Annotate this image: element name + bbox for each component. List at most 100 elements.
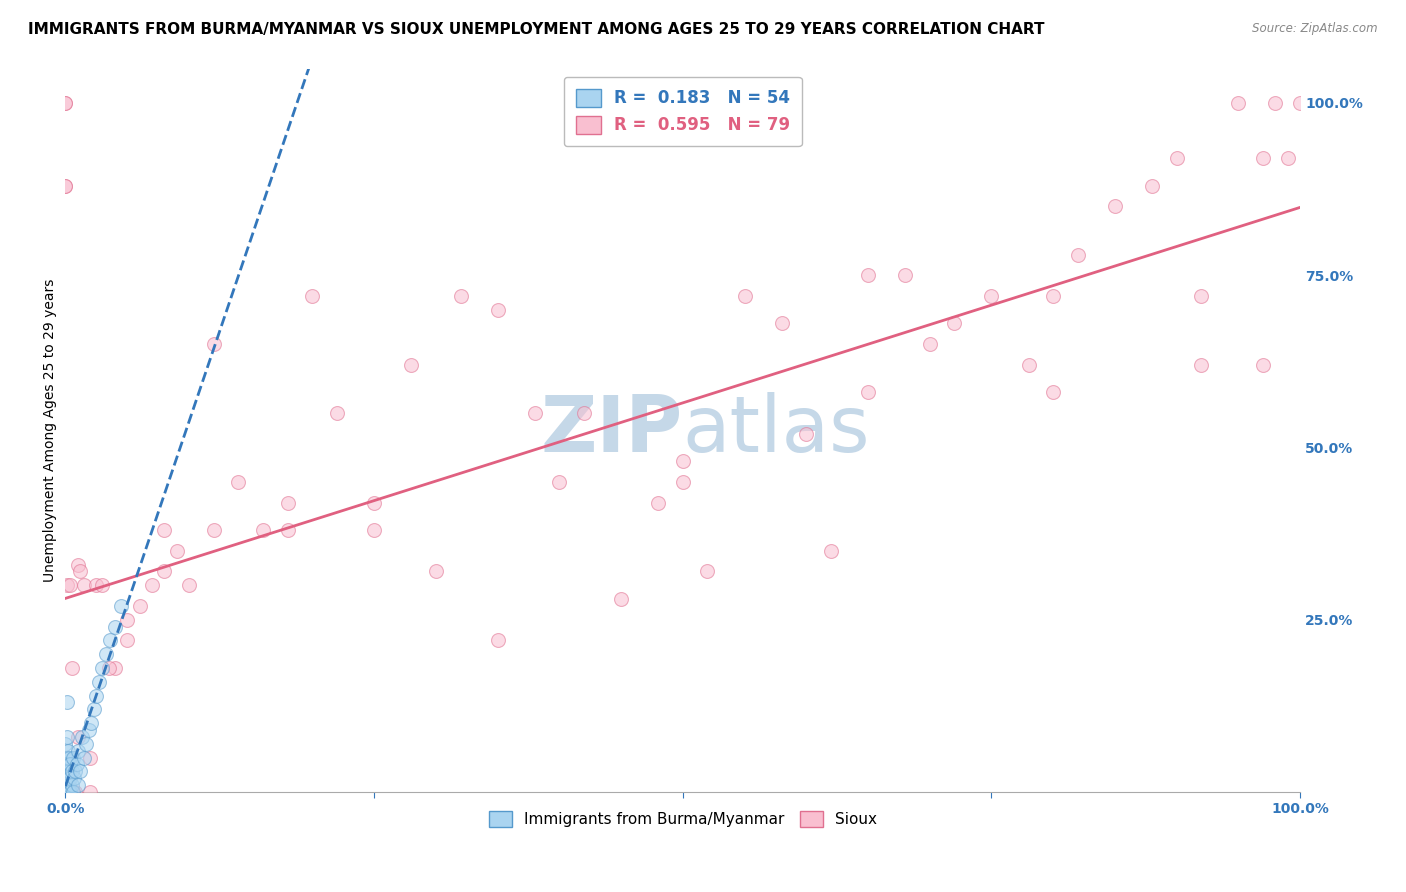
Point	[1251, 151, 1274, 165]
Point	[55, 785, 77, 799]
Point	[59, 785, 82, 799]
Point	[77, 723, 100, 737]
Point	[1189, 358, 1212, 372]
Point	[770, 317, 793, 331]
Point	[56, 785, 79, 799]
Point	[55, 737, 77, 751]
Text: Source: ZipAtlas.com: Source: ZipAtlas.com	[1253, 22, 1378, 36]
Point	[62, 750, 84, 764]
Point	[820, 544, 842, 558]
Point	[75, 737, 97, 751]
Point	[55, 785, 77, 799]
Point	[647, 495, 669, 509]
Point	[55, 771, 77, 785]
Point	[980, 289, 1002, 303]
Point	[55, 750, 77, 764]
Point	[58, 750, 80, 764]
Text: IMMIGRANTS FROM BURMA/MYANMAR VS SIOUX UNEMPLOYMENT AMONG AGES 25 TO 29 YEARS CO: IMMIGRANTS FROM BURMA/MYANMAR VS SIOUX U…	[28, 22, 1045, 37]
Point	[104, 619, 127, 633]
Point	[96, 647, 118, 661]
Point	[1189, 289, 1212, 303]
Point	[450, 289, 472, 303]
Point	[55, 785, 77, 799]
Point	[86, 578, 108, 592]
Point	[65, 757, 87, 772]
Point	[65, 764, 87, 779]
Point	[55, 695, 77, 709]
Point	[58, 764, 80, 779]
Point	[59, 771, 82, 785]
Point	[1104, 199, 1126, 213]
Point	[548, 475, 571, 489]
Point	[60, 778, 83, 792]
Point	[486, 302, 509, 317]
Point	[115, 613, 138, 627]
Point	[1264, 95, 1286, 110]
Point	[66, 744, 89, 758]
Point	[58, 778, 80, 792]
Point	[56, 744, 79, 758]
Point	[56, 771, 79, 785]
Point	[610, 592, 633, 607]
Point	[363, 523, 385, 537]
Point	[55, 730, 77, 744]
Point	[277, 495, 299, 509]
Point	[128, 599, 150, 613]
Point	[63, 771, 86, 785]
Point	[66, 558, 89, 572]
Point	[62, 785, 84, 799]
Point	[572, 406, 595, 420]
Point	[55, 785, 77, 799]
Point	[86, 689, 108, 703]
Point	[1251, 358, 1274, 372]
Point	[91, 661, 114, 675]
Point	[56, 785, 79, 799]
Point	[59, 578, 82, 592]
Point	[59, 757, 82, 772]
Point	[62, 785, 84, 799]
Point	[97, 661, 120, 675]
Point	[523, 406, 546, 420]
Point	[56, 785, 79, 799]
Point	[918, 337, 941, 351]
Point	[55, 578, 77, 592]
Point	[58, 785, 80, 799]
Point	[894, 268, 917, 283]
Point	[1067, 247, 1090, 261]
Point	[56, 757, 79, 772]
Point	[87, 674, 110, 689]
Point	[58, 785, 80, 799]
Point	[252, 523, 274, 537]
Point	[55, 764, 77, 779]
Point	[856, 385, 879, 400]
Point	[153, 523, 176, 537]
Point	[55, 785, 77, 799]
Point	[70, 730, 93, 744]
Point	[672, 475, 695, 489]
Point	[55, 785, 77, 799]
Point	[55, 785, 77, 799]
Point	[856, 268, 879, 283]
Point	[1277, 151, 1299, 165]
Point	[943, 317, 966, 331]
Point	[226, 475, 249, 489]
Point	[73, 578, 96, 592]
Point	[55, 95, 77, 110]
Y-axis label: Unemployment Among Ages 25 to 29 years: Unemployment Among Ages 25 to 29 years	[44, 278, 58, 582]
Point	[1140, 178, 1163, 193]
Point	[141, 578, 163, 592]
Point	[98, 633, 121, 648]
Point	[56, 778, 79, 792]
Point	[55, 178, 77, 193]
Point	[277, 523, 299, 537]
Point	[55, 178, 77, 193]
Point	[69, 764, 91, 779]
Point	[55, 778, 77, 792]
Point	[60, 785, 83, 799]
Point	[486, 633, 509, 648]
Point	[55, 785, 77, 799]
Point	[73, 750, 96, 764]
Point	[91, 578, 114, 592]
Point	[202, 523, 225, 537]
Point	[425, 565, 447, 579]
